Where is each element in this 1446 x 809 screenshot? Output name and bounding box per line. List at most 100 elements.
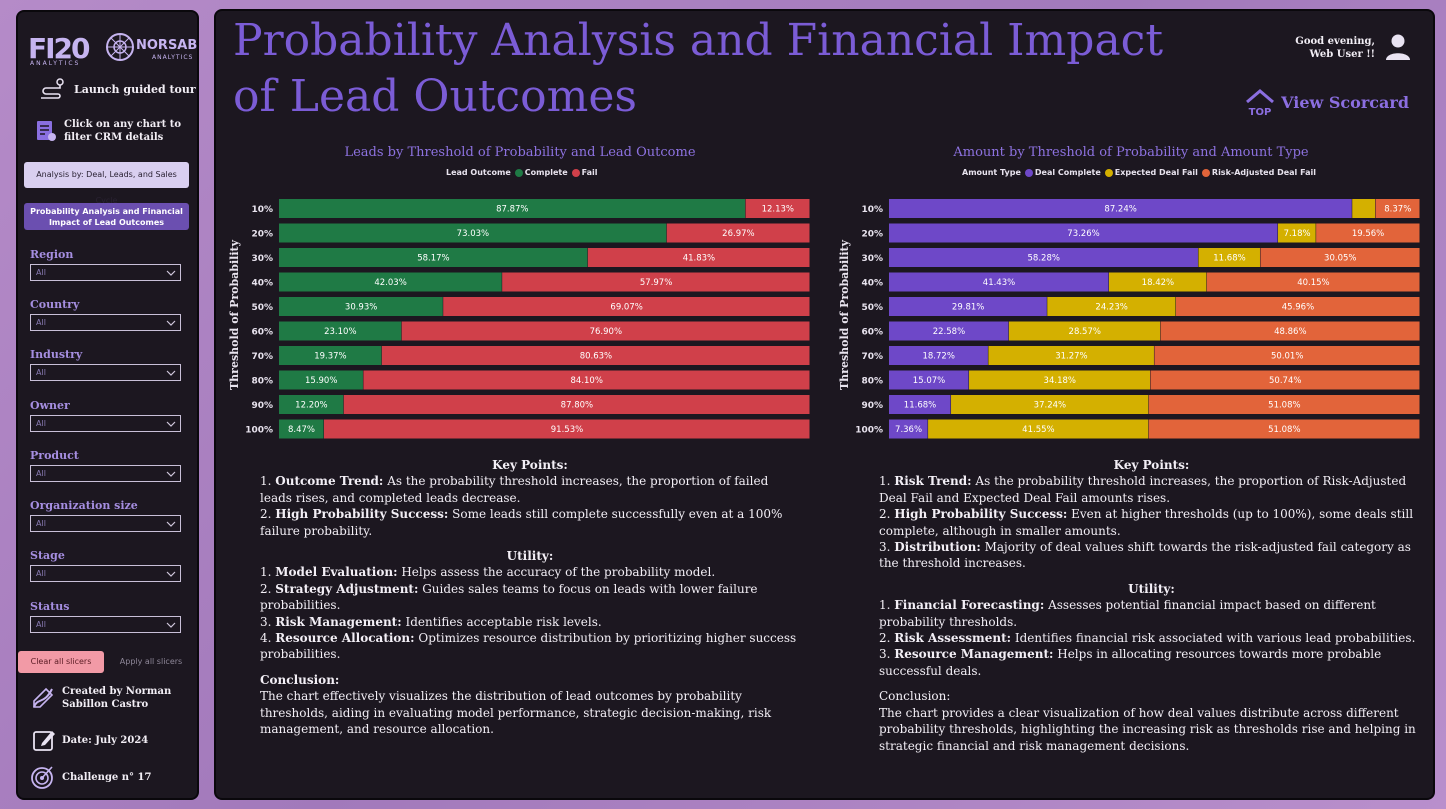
- right-bar-expected-deal-fail[interactable]: [928, 419, 1149, 439]
- left-keypoint-1: 1. Outcome Trend: As the probability thr…: [260, 474, 769, 505]
- slicer-dropdown[interactable]: All: [30, 565, 181, 582]
- right-bar-risk-adjusted-deal-fail[interactable]: [1148, 395, 1420, 414]
- left-bar-complete[interactable]: [279, 321, 402, 341]
- legend-item-risk-adjusted-deal-fail[interactable]: Risk-Adjusted Deal Fail: [1201, 168, 1316, 177]
- right-bar-risk-adjusted-deal-fail[interactable]: [1375, 199, 1420, 218]
- logo: FI20 ANALYTICS NORSAB ANALYTICS: [28, 32, 198, 72]
- right-bar-deal-complete[interactable]: [889, 199, 1352, 218]
- slicer-dropdown[interactable]: All: [30, 616, 181, 633]
- right-legend-title: Amount Type: [962, 168, 1021, 177]
- slicer-dropdown[interactable]: All: [30, 364, 181, 381]
- left-bar-fail[interactable]: [343, 395, 810, 414]
- left-keypoints-heading: Key Points:: [492, 458, 568, 472]
- page-title: Probability Analysis and Financial Impac…: [233, 15, 1163, 122]
- left-conclusion-heading: Conclusion:: [260, 672, 340, 687]
- left-bar-complete[interactable]: [279, 370, 363, 390]
- slicer-dropdown[interactable]: All: [30, 314, 181, 331]
- left-bar-complete[interactable]: [279, 346, 382, 365]
- nav-probability-analysis-button[interactable]: Probability Analysis and Financial Impac…: [24, 203, 189, 230]
- left-bar-complete[interactable]: [279, 199, 746, 218]
- right-bar-deal-complete[interactable]: [889, 370, 969, 390]
- left-data-label: 91.53%: [551, 425, 583, 435]
- left-bar-complete[interactable]: [279, 248, 588, 267]
- slicer-value: All: [36, 519, 46, 528]
- right-bar-expected-deal-fail[interactable]: [1352, 199, 1376, 218]
- slicer-label: Organization size: [30, 499, 138, 512]
- slicer-dropdown[interactable]: All: [30, 415, 181, 432]
- left-bar-fail[interactable]: [363, 370, 810, 390]
- right-bar-deal-complete[interactable]: [889, 248, 1198, 267]
- right-bar-risk-adjusted-deal-fail[interactable]: [1160, 321, 1420, 341]
- right-bar-deal-complete[interactable]: [889, 223, 1278, 243]
- left-keypoint-2: 2. High Probability Success: Some leads …: [260, 507, 783, 538]
- left-bar-fail[interactable]: [323, 419, 810, 439]
- right-bar-risk-adjusted-deal-fail[interactable]: [1316, 223, 1420, 243]
- left-bar-complete[interactable]: [279, 223, 667, 243]
- right-bar-expected-deal-fail[interactable]: [951, 395, 1149, 414]
- right-bar-risk-adjusted-deal-fail[interactable]: [1175, 297, 1420, 316]
- date-info: Date: July 2024: [32, 728, 148, 752]
- chevron-down-icon: [166, 421, 176, 427]
- left-stacked-bar-chart[interactable]: Threshold of Probability 10% 87.87% 12.13% 2…: [224, 195, 814, 445]
- right-bar-deal-complete[interactable]: [889, 272, 1109, 292]
- apply-slicers-button[interactable]: Apply all slicers: [119, 657, 183, 666]
- left-bar-complete[interactable]: [279, 297, 443, 316]
- left-bar-fail[interactable]: [381, 346, 810, 365]
- left-bar-fail[interactable]: [502, 272, 810, 292]
- right-bar-expected-deal-fail[interactable]: [969, 370, 1151, 390]
- right-notes: Key Points: 1. Risk Trend: As the probab…: [879, 457, 1424, 754]
- right-data-label: 24.23%: [1095, 303, 1127, 313]
- left-bar-fail[interactable]: [666, 223, 810, 243]
- norsab-logo-text: NORSAB: [136, 38, 198, 53]
- legend-item-expected-deal-fail[interactable]: Expected Deal Fail: [1104, 168, 1198, 177]
- right-bar-expected-deal-fail[interactable]: [1108, 272, 1207, 292]
- right-bar-risk-adjusted-deal-fail[interactable]: [1260, 248, 1420, 267]
- right-bar-expected-deal-fail[interactable]: [988, 346, 1154, 365]
- legend-item-fail[interactable]: Fail: [571, 168, 598, 177]
- left-bar-fail[interactable]: [587, 248, 810, 267]
- right-bar-deal-complete[interactable]: [889, 419, 928, 439]
- left-data-label: 8.47%: [288, 425, 315, 435]
- left-bar-fail[interactable]: [443, 297, 810, 316]
- right-stacked-bar-chart[interactable]: Threshold of Probability 10% 87.24% 8.37% 20…: [834, 195, 1424, 445]
- left-data-label: 15.90%: [305, 376, 337, 386]
- guided-tour-button[interactable]: Launch guided tour: [38, 78, 196, 100]
- right-bar-expected-deal-fail[interactable]: [1008, 321, 1161, 341]
- slicer-industry: Industry All: [30, 348, 183, 381]
- slicer-dropdown[interactable]: All: [30, 515, 181, 532]
- right-bar-expected-deal-fail[interactable]: [1198, 248, 1260, 267]
- right-data-label: 11.68%: [904, 401, 936, 411]
- filter-hint-label: Click on any chart to filter CRM details: [64, 119, 182, 143]
- slicer-dropdown[interactable]: All: [30, 264, 181, 281]
- slicer-dropdown[interactable]: All: [30, 465, 181, 482]
- right-bar-deal-complete[interactable]: [889, 297, 1047, 316]
- right-bar-expected-deal-fail[interactable]: [1047, 297, 1176, 316]
- right-bar-deal-complete[interactable]: [889, 321, 1009, 341]
- legend-item-deal-complete[interactable]: Deal Complete: [1024, 168, 1101, 177]
- right-tick-label: 60%: [861, 328, 883, 338]
- left-bar-complete[interactable]: [279, 419, 324, 439]
- left-bar-fail[interactable]: [745, 199, 810, 218]
- right-bar-risk-adjusted-deal-fail[interactable]: [1150, 370, 1420, 390]
- left-bar-complete[interactable]: [279, 272, 502, 292]
- right-bar-risk-adjusted-deal-fail[interactable]: [1154, 346, 1420, 365]
- right-bar-deal-complete[interactable]: [889, 346, 988, 365]
- left-bar-complete[interactable]: [279, 395, 344, 414]
- nav-deal-leads-sales-button[interactable]: Analysis by: Deal, Leads, and Sales Cycl…: [24, 162, 189, 205]
- legend-item-complete[interactable]: Complete: [514, 168, 568, 177]
- left-bar-fail[interactable]: [401, 321, 810, 341]
- chevron-down-icon: [166, 320, 176, 326]
- slicer-label: Owner: [30, 399, 70, 412]
- right-tick-label: 40%: [861, 279, 883, 289]
- left-data-label: 87.80%: [561, 401, 593, 411]
- right-bar-deal-complete[interactable]: [889, 395, 951, 414]
- left-utility-3: 3. Risk Management: Identifies acceptabl…: [260, 614, 602, 629]
- clear-slicers-button[interactable]: Clear all slicers: [18, 651, 104, 673]
- right-bar-risk-adjusted-deal-fail[interactable]: [1206, 272, 1420, 292]
- right-data-label: 7.18%: [1284, 229, 1311, 239]
- user-avatar-icon[interactable]: [1385, 33, 1411, 61]
- view-scorecard-button[interactable]: TOP View Scorcard: [1243, 88, 1409, 116]
- right-bar-expected-deal-fail[interactable]: [1278, 223, 1316, 243]
- left-data-label: 69.07%: [610, 303, 642, 313]
- right-bar-risk-adjusted-deal-fail[interactable]: [1148, 419, 1420, 439]
